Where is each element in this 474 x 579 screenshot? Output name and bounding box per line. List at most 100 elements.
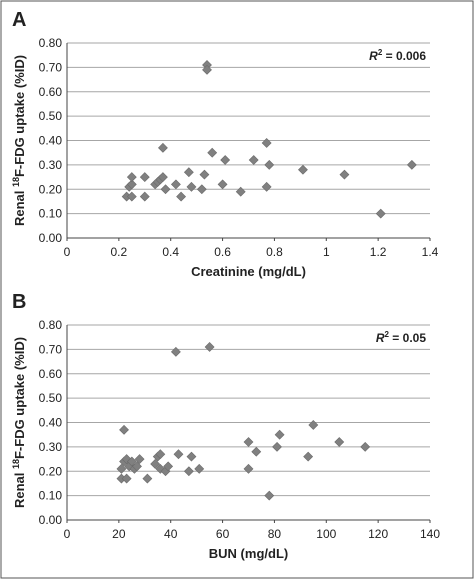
panel-letter: B <box>12 291 26 313</box>
y-axis-label-sup: 18 <box>11 177 21 187</box>
x-tick-label: 20 <box>112 527 126 541</box>
x-tick-label: 0 <box>64 527 71 541</box>
y-tick-label: 0.40 <box>39 416 63 430</box>
data-point <box>116 463 127 474</box>
x-tick-label: 80 <box>268 527 282 541</box>
y-tick-label: 0.50 <box>39 391 63 405</box>
data-point <box>243 463 254 474</box>
x-tick-label: 0.2 <box>111 245 128 259</box>
x-tick-label: 140 <box>420 527 440 541</box>
data-point <box>251 446 262 457</box>
data-point <box>261 181 272 192</box>
y-axis-label-post: F-FDG uptake (%ID) <box>12 337 27 459</box>
data-point <box>183 167 194 178</box>
y-tick-label: 0.10 <box>39 207 63 221</box>
panel-letter: A <box>12 9 26 31</box>
x-tick-label: 60 <box>216 527 230 541</box>
data-point <box>406 159 417 170</box>
data-point <box>139 172 150 182</box>
x-axis-label: BUN (mg/dL) <box>209 546 288 561</box>
data-point <box>235 186 246 197</box>
data-point <box>173 449 184 460</box>
data-point <box>264 490 275 501</box>
data-point <box>186 451 197 462</box>
r-squared-annotation: R2 = 0.05 <box>376 330 426 345</box>
y-tick-label: 0.80 <box>39 36 63 50</box>
data-point <box>298 164 308 175</box>
data-point <box>261 138 272 148</box>
y-tick-label: 0.50 <box>39 109 63 123</box>
data-point <box>121 473 132 484</box>
data-point <box>375 208 386 219</box>
data-point <box>334 437 345 447</box>
data-point <box>170 179 181 190</box>
x-tick-label: 1.4 <box>422 245 439 259</box>
data-point <box>272 441 282 452</box>
y-tick-label: 0.60 <box>39 367 63 381</box>
x-tick-label: 0.8 <box>266 245 283 259</box>
data-point <box>274 429 285 440</box>
y-tick-label: 0.00 <box>39 231 63 245</box>
x-tick-label: 100 <box>316 527 336 541</box>
y-axis-label-pre: Renal <box>12 187 27 226</box>
r-squared-label: R <box>369 49 378 63</box>
data-point <box>199 169 210 180</box>
data-point <box>158 172 168 182</box>
y-tick-label: 0.40 <box>39 134 63 148</box>
x-tick-label: 40 <box>164 527 178 541</box>
y-axis-label-post: F-FDG uptake (%ID) <box>12 55 27 177</box>
y-tick-label: 0.20 <box>39 464 63 478</box>
data-point <box>207 147 218 158</box>
y-tick-label: 0.70 <box>39 60 63 74</box>
r-squared-sup: 2 <box>378 48 383 57</box>
r-squared-value: = 0.006 <box>382 49 426 63</box>
y-tick-label: 0.70 <box>39 342 63 356</box>
data-point <box>360 441 371 452</box>
x-tick-label: 0.4 <box>162 245 179 259</box>
data-point <box>202 64 212 75</box>
data-point <box>170 346 181 357</box>
data-point <box>248 155 259 165</box>
data-point <box>150 459 161 469</box>
data-point <box>126 179 137 190</box>
data-point <box>142 473 153 484</box>
data-point <box>243 437 254 447</box>
data-point <box>134 454 145 464</box>
data-point <box>303 451 314 462</box>
y-axis-label-sup: 18 <box>11 459 21 469</box>
data-point <box>217 179 228 190</box>
y-tick-label: 0.00 <box>39 513 63 527</box>
y-axis-label-pre: Renal <box>12 469 27 508</box>
data-point <box>126 191 137 202</box>
y-tick-label: 0.10 <box>39 489 63 503</box>
panel-b: B 0.00 0.10 0.20 0.30 0.40 0.50 0.60 0.70 0.80 0 20… <box>11 291 440 561</box>
y-tick-label: 0.30 <box>39 158 63 172</box>
y-axis-label: Renal 18F-FDG uptake (%ID) <box>11 337 27 508</box>
y-tick-label: 0.80 <box>39 318 63 332</box>
x-tick-label: 0 <box>64 245 71 259</box>
r-squared-value: = 0.05 <box>389 331 426 345</box>
data-point <box>126 456 137 467</box>
r-squared-annotation: R2 = 0.006 <box>369 48 426 63</box>
y-axis-label: Renal 18F-FDG uptake (%ID) <box>11 55 27 226</box>
data-point <box>339 169 350 180</box>
data-point <box>186 181 197 192</box>
data-point <box>204 342 215 352</box>
data-point <box>220 155 231 165</box>
data-point <box>158 142 168 153</box>
panel-a: A 0.00 0.10 0.20 0.30 0.40 0.50 0.60 0.70 0.80 0 0.… <box>11 9 439 279</box>
y-tick-label: 0.60 <box>39 85 63 99</box>
data-point <box>308 420 319 430</box>
data-point <box>183 466 194 477</box>
data-point <box>126 172 137 182</box>
data-point <box>176 191 187 202</box>
r-squared-sup: 2 <box>385 330 390 339</box>
data-point <box>132 461 142 472</box>
r-squared-label: R <box>376 331 385 345</box>
data-point <box>139 191 150 202</box>
data-point <box>196 184 207 195</box>
data-point <box>160 184 171 195</box>
y-tick-label: 0.30 <box>39 440 63 454</box>
